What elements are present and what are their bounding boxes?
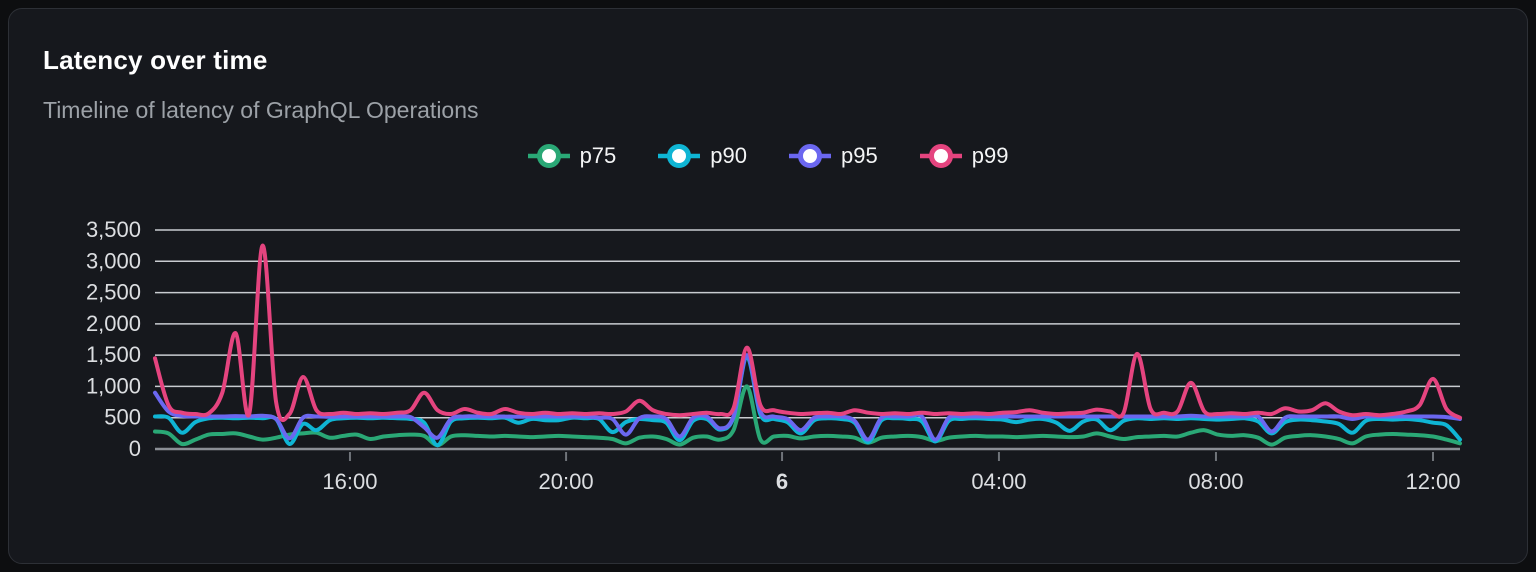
series-line-p90[interactable]: [153, 354, 1462, 448]
legend-item-p75[interactable]: p75: [527, 141, 617, 171]
y-tick-label: 0: [129, 436, 141, 461]
series-marker-icon: [658, 144, 701, 168]
legend-item-p99[interactable]: p99: [919, 141, 1009, 171]
y-tick-label: 1,000: [86, 373, 141, 398]
y-tick-label: 500: [104, 405, 141, 430]
series-marker-icon: [789, 144, 831, 168]
x-tick-label: 04:00: [971, 469, 1026, 494]
legend-item-p95[interactable]: p95: [789, 141, 878, 171]
x-tick-label: 12:00: [1405, 469, 1460, 494]
y-tick-label: 3,500: [86, 217, 141, 242]
series-line-p95[interactable]: [153, 353, 1462, 442]
legend-label: p99: [971, 143, 1009, 168]
series-marker-icon: [527, 144, 570, 168]
x-tick-label: 20:00: [539, 469, 594, 494]
series-line-p75[interactable]: [153, 384, 1462, 448]
x-tick-label: 08:00: [1188, 469, 1243, 494]
panel-title: Latency over time: [43, 45, 268, 75]
legend-label: p75: [579, 143, 617, 168]
legend-label: p95: [841, 143, 878, 168]
series-marker-icon: [919, 144, 962, 168]
y-tick-label: 3,000: [86, 248, 141, 273]
y-tick-label: 2,000: [86, 311, 141, 336]
series-line-p99[interactable]: [153, 243, 1462, 423]
panel-subtitle: Timeline of latency of GraphQL Operation…: [43, 97, 479, 123]
x-tick-label: 16:00: [322, 469, 377, 494]
y-tick-label: 1,500: [86, 342, 141, 367]
legend-label: p90: [710, 143, 747, 168]
x-tick-label: 6: [776, 469, 788, 494]
y-tick-label: 2,500: [86, 280, 141, 305]
latency-panel: Latency over time Timeline of latency of…: [8, 8, 1528, 564]
chart-legend: p75 p90 p95 p99: [9, 141, 1527, 171]
legend-item-p90[interactable]: p90: [658, 141, 747, 171]
